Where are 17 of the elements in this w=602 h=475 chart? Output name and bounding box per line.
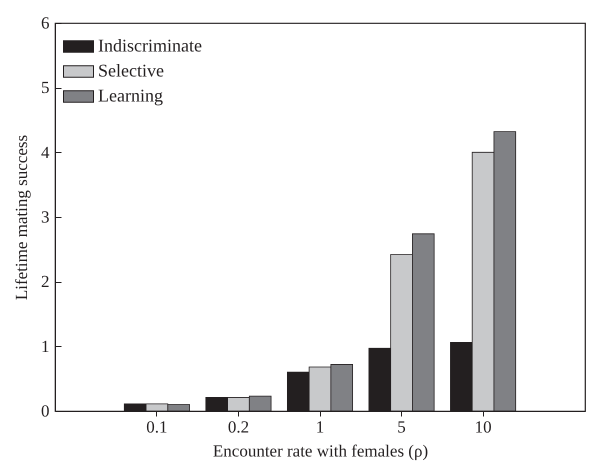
y-tick-label: 4 (41, 142, 50, 162)
y-tick-label: 2 (41, 272, 50, 292)
y-tick-label: 3 (41, 208, 50, 226)
x-tick-label: 5 (397, 418, 406, 436)
y-tick-label: 0 (41, 402, 50, 420)
x-tick-label: 1 (316, 418, 324, 436)
y-axis-title: Lifetime mating success (12, 134, 31, 300)
y-tick-label: 5 (41, 78, 50, 98)
legend-label: Indiscriminate (98, 36, 202, 56)
x-tick-label: 0.1 (146, 418, 168, 436)
legend-label: Selective (98, 60, 164, 80)
legend-label: Learning (98, 86, 163, 106)
x-tick-label: 0.2 (228, 418, 250, 436)
y-tick-label: 6 (41, 14, 50, 32)
x-axis-title: Encounter rate with females (ρ) (212, 442, 428, 460)
x-tick-label: 10 (474, 418, 492, 436)
y-tick-label: 1 (41, 336, 50, 356)
